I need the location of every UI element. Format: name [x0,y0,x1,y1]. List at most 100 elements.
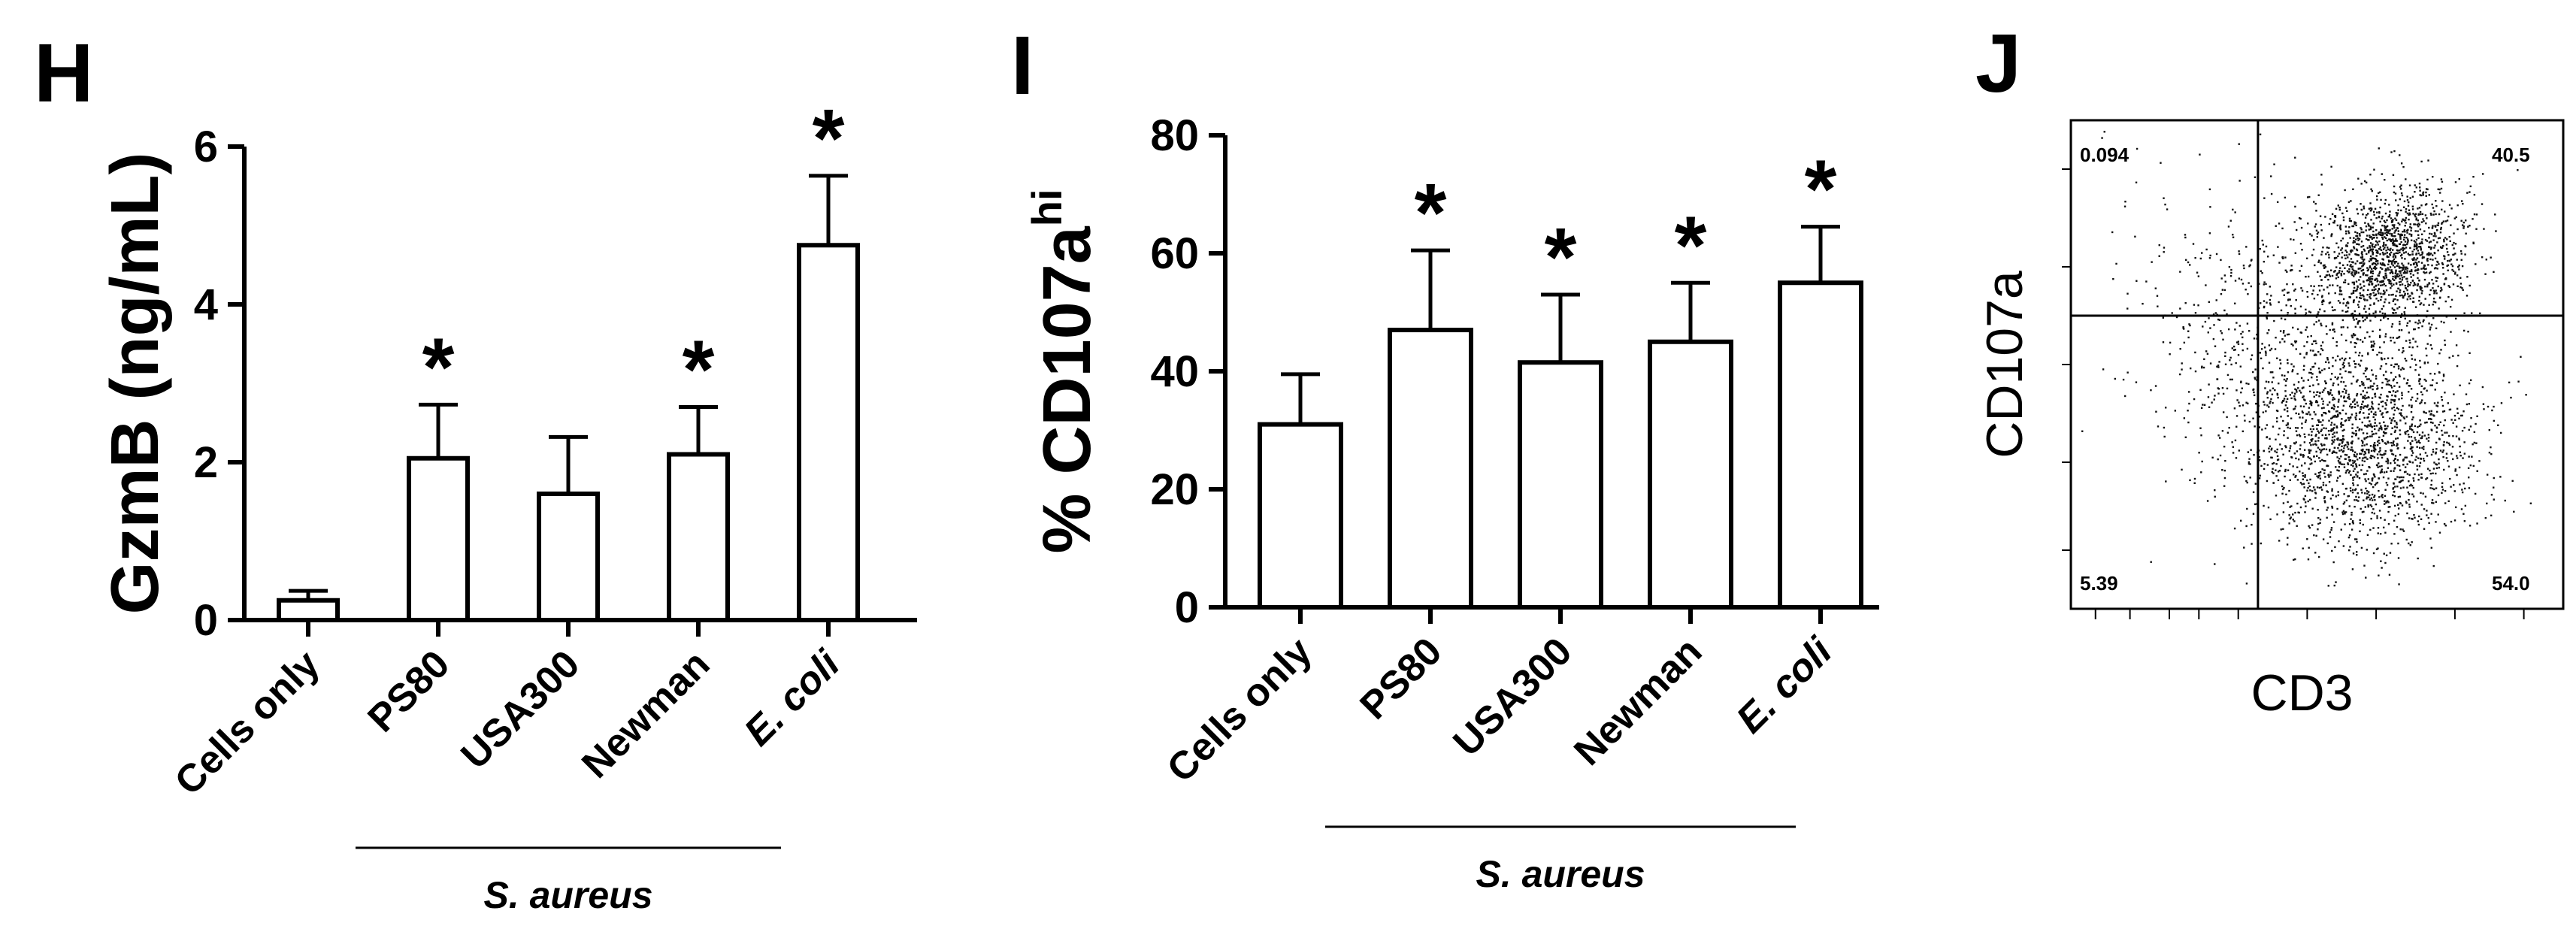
event-dot [2380,295,2383,298]
event-dot [2444,419,2446,422]
event-dot [2385,411,2388,414]
event-dot [2393,258,2396,261]
event-dot [2401,234,2403,236]
event-dot [2384,333,2387,335]
event-dot [2395,283,2398,285]
event-dot [2350,383,2353,385]
event-dot [2432,467,2435,470]
event-dot [2350,341,2352,343]
event-dot [2348,365,2350,367]
event-dot [2384,425,2387,427]
event-dot [2387,462,2389,464]
event-dot [2347,471,2350,474]
event-dot [2338,271,2341,274]
event-dot [2429,271,2432,273]
event-dot [2398,270,2401,273]
event-dot [2334,292,2336,295]
event-dot [2450,298,2453,301]
event-dot [2442,220,2445,222]
event-dot [2420,423,2422,425]
event-dot [2393,365,2396,368]
event-dot [2189,324,2191,327]
event-dot [2332,440,2335,443]
event-dot [2360,287,2362,290]
event-dot [2392,219,2394,221]
event-dot [2390,449,2392,451]
event-dot [2396,299,2399,301]
event-dot [2320,407,2323,410]
event-dot [2399,236,2402,238]
event-dot [2283,330,2285,332]
event-dot [2412,431,2415,434]
event-dot [2384,291,2386,294]
event-dot [2187,336,2190,339]
event-dot [2281,289,2284,292]
event-dot [2234,211,2236,213]
event-dot [2360,406,2362,408]
event-dot [2435,441,2438,444]
event-dot [2205,248,2208,251]
event-dot [2381,440,2384,443]
event-dot [2344,189,2346,192]
event-dot [2306,295,2309,298]
event-dot [2443,240,2445,243]
event-dot [2401,283,2404,286]
event-dot [2273,163,2275,165]
event-dot [2373,213,2375,216]
event-dot [2313,391,2315,394]
event-dot [2357,475,2359,477]
event-dot [2401,194,2404,197]
event-dot [2344,304,2347,307]
event-dot [2441,398,2444,401]
event-dot [2278,382,2280,385]
event-dot [2245,582,2248,585]
event-dot [2266,312,2269,314]
event-dot [2365,181,2368,184]
event-dot [2242,331,2244,333]
event-dot [2411,541,2413,543]
event-dot [2360,507,2362,510]
event-dot [2250,358,2252,361]
event-dot [2396,422,2398,424]
event-dot [2338,449,2341,452]
event-dot [2272,401,2274,404]
event-dot [2436,405,2439,407]
event-dot [2265,380,2268,383]
event-dot [2425,347,2427,349]
event-dot [2430,418,2432,421]
event-dot [2305,328,2307,331]
event-dot [2452,422,2454,424]
event-dot [2423,508,2426,510]
event-dot [2425,380,2427,382]
event-dot [2471,455,2473,458]
event-dot [2411,452,2414,454]
event-dot [2398,464,2401,467]
event-dot [2452,435,2454,437]
event-dot [2429,241,2432,243]
event-dot [2433,252,2436,254]
event-dot [2401,277,2404,279]
event-dot [2308,407,2311,409]
event-dot [2411,250,2414,253]
event-dot [2419,303,2421,306]
event-dot [2320,449,2323,452]
event-dot [2428,194,2430,196]
event-dot [2336,355,2339,358]
event-dot [2378,436,2381,439]
event-dot [2368,449,2370,451]
event-dot [2393,403,2396,406]
event-dot [2404,357,2406,360]
event-dot [2444,220,2447,222]
event-dot [2359,297,2361,299]
event-dot [2447,215,2450,218]
event-dot [2403,247,2406,250]
event-dot [2390,240,2393,243]
event-dot [2414,439,2417,441]
event-dot [2341,357,2344,359]
event-dot [2396,274,2398,276]
event-dot [2458,268,2460,271]
event-dot [2355,474,2357,476]
event-dot [2392,272,2394,274]
event-dot [2266,392,2269,395]
event-dot [2223,274,2226,277]
